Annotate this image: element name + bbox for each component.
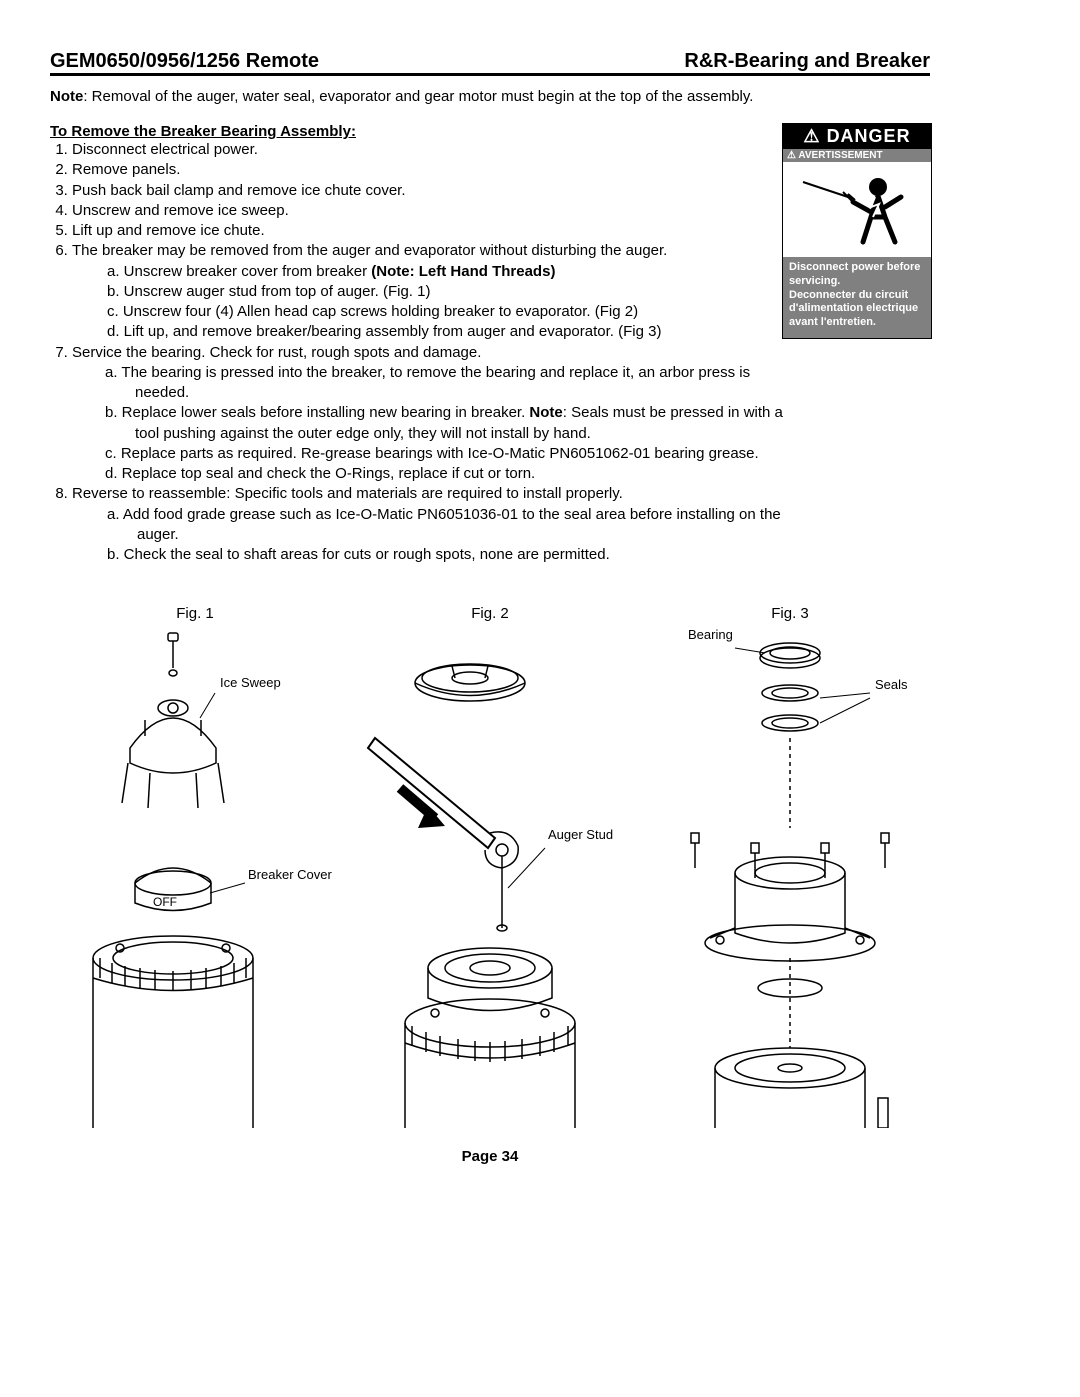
page-header: GEM0650/0956/1256 Remote R&R-Bearing and… bbox=[50, 50, 930, 76]
step-7b: b. Replace lower seals before installing… bbox=[105, 403, 930, 423]
fig3-seals-label: Seals bbox=[875, 677, 908, 692]
danger-subtitle: ⚠ AVERTISSEMENT bbox=[783, 149, 931, 162]
step-8: Reverse to reassemble: Specific tools an… bbox=[72, 484, 930, 565]
step-7a-cont: needed. bbox=[105, 383, 930, 403]
figure-1: Fig. 1 OFF bbox=[50, 605, 340, 1128]
step-7a: a. The bearing is pressed into the break… bbox=[105, 363, 930, 383]
step-7d: d. Replace top seal and check the O-Ring… bbox=[105, 464, 930, 484]
fig1-label: Fig. 1 bbox=[50, 605, 340, 622]
note-label: Note bbox=[50, 88, 83, 105]
step-8a-cont: auger. bbox=[107, 525, 930, 545]
figures-row: Fig. 1 OFF bbox=[50, 605, 930, 1128]
note-text: : Removal of the auger, water seal, evap… bbox=[83, 88, 753, 105]
step-7c: c. Replace parts as required. Re-grease … bbox=[105, 444, 930, 464]
fig2-drawing bbox=[340, 628, 640, 1128]
step-8b: b. Check the seal to shaft areas for cut… bbox=[107, 545, 930, 565]
danger-title: ⚠ DANGER bbox=[783, 124, 931, 149]
danger-column: ⚠ DANGER ⚠ AVERTISSEMENT Disconnect powe… bbox=[782, 123, 930, 363]
step-6a: a. Unscrew breaker cover from breaker (N… bbox=[107, 262, 772, 282]
step-7b-cont: tool pushing against the outer edge only… bbox=[105, 424, 930, 444]
instructions-column: To Remove the Breaker Bearing Assembly: … bbox=[50, 123, 782, 363]
step-5: Lift up and remove ice chute. bbox=[72, 221, 772, 241]
step-7: Service the bearing. Check for rust, rou… bbox=[72, 343, 772, 363]
step-6b: b. Unscrew auger stud from top of auger.… bbox=[107, 282, 772, 302]
danger-pictogram bbox=[783, 162, 931, 257]
fig3-label: Fig. 3 bbox=[640, 605, 940, 622]
step-6c: c. Unscrew four (4) Allen head cap screw… bbox=[107, 302, 772, 322]
step-8a: a. Add food grade grease such as Ice-O-M… bbox=[107, 505, 930, 525]
step-7-sublist: a. The bearing is pressed into the break… bbox=[50, 363, 930, 485]
step-6d: d. Lift up, and remove breaker/bearing a… bbox=[107, 322, 772, 342]
step-3: Push back bail clamp and remove ice chut… bbox=[72, 181, 772, 201]
intro-note: Note: Removal of the auger, water seal, … bbox=[50, 88, 930, 105]
step-2: Remove panels. bbox=[72, 160, 772, 180]
fig3-bearing-label: Bearing bbox=[688, 627, 733, 642]
fig3-drawing bbox=[640, 628, 940, 1128]
header-left: GEM0650/0956/1256 Remote bbox=[50, 50, 319, 73]
fig1-breaker-cover-label: Breaker Cover bbox=[248, 867, 332, 882]
header-right: R&R-Bearing and Breaker bbox=[684, 50, 930, 73]
fig2-auger-stud-label: Auger Stud bbox=[548, 827, 613, 842]
fig2-label: Fig. 2 bbox=[340, 605, 640, 622]
danger-caption: Disconnect power before servicing. Decon… bbox=[783, 257, 931, 338]
svg-text:OFF: OFF bbox=[153, 895, 177, 909]
page-footer: Page 34 bbox=[50, 1148, 930, 1165]
section-title: To Remove the Breaker Bearing Assembly: bbox=[50, 123, 772, 140]
step-4: Unscrew and remove ice sweep. bbox=[72, 201, 772, 221]
content-row: To Remove the Breaker Bearing Assembly: … bbox=[50, 123, 930, 363]
figure-2: Fig. 2 bbox=[340, 605, 640, 1128]
danger-box: ⚠ DANGER ⚠ AVERTISSEMENT Disconnect powe… bbox=[782, 123, 932, 339]
steps-list-2: Reverse to reassemble: Specific tools an… bbox=[50, 484, 930, 565]
step-6: The breaker may be removed from the auge… bbox=[72, 241, 772, 342]
figure-3: Fig. 3 bbox=[640, 605, 940, 1128]
fig1-ice-sweep-label: Ice Sweep bbox=[220, 675, 281, 690]
step-1: Disconnect electrical power. bbox=[72, 140, 772, 160]
steps-list: Disconnect electrical power. Remove pane… bbox=[50, 140, 772, 363]
